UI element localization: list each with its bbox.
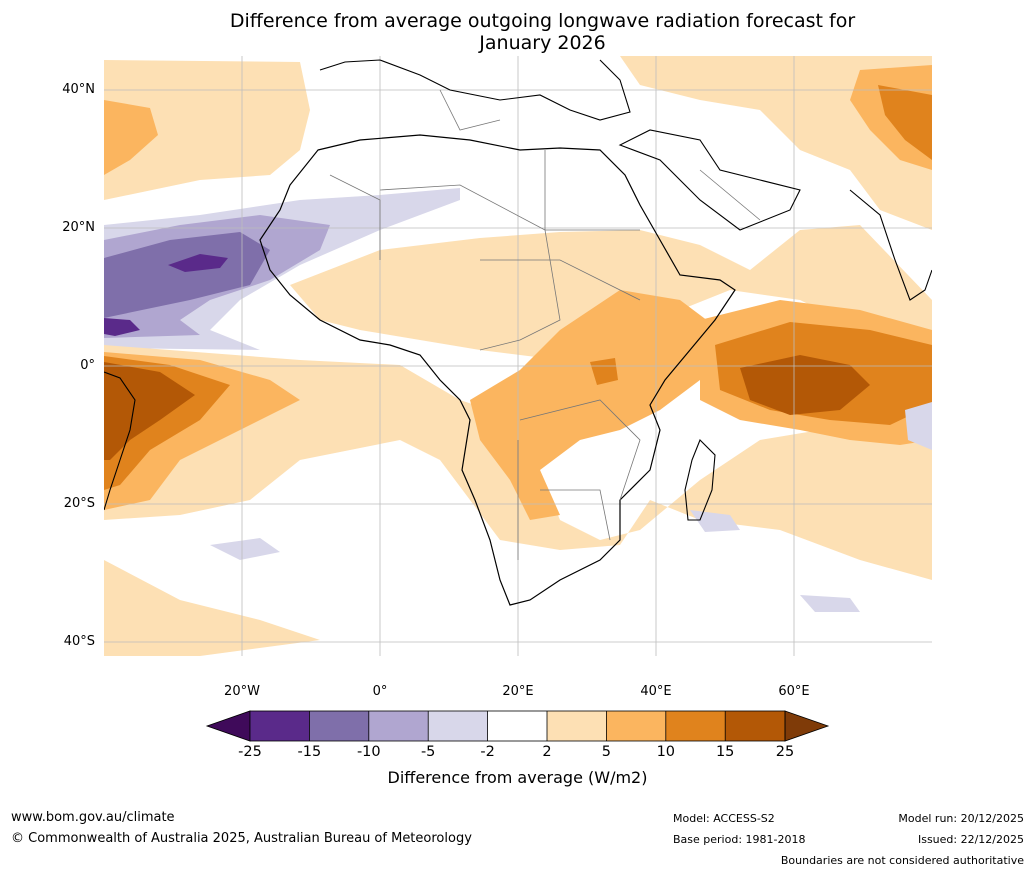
colorbar-tick-label: -5	[420, 744, 436, 760]
map-title-line-2: January 2026	[479, 32, 606, 54]
madagascar-coastline	[684, 439, 716, 521]
colorbar-bin-6	[547, 711, 607, 741]
anomaly-field	[104, 56, 932, 656]
colorbar-tick-label: 10	[656, 744, 676, 760]
lon-label-0: 0°	[372, 684, 388, 699]
lon-label-40e: 40°E	[640, 684, 672, 699]
colorbar-tick-label: -15	[297, 744, 322, 760]
africa-coastline	[259, 134, 736, 606]
map-title: Difference from average outgoing longwav…	[150, 10, 935, 54]
colorbar-tick-label: 15	[715, 744, 735, 760]
anomaly-region-atlantic-core-2	[104, 318, 140, 336]
india-coastline	[849, 189, 932, 301]
colorbar-bin-3	[368, 711, 429, 741]
anomaly-region-indian-ocean-core	[740, 355, 870, 415]
europe-coastline	[319, 59, 631, 121]
anomaly-region-east-indian-ocean-negative	[905, 402, 932, 450]
lat-label-0: 0°	[80, 358, 95, 373]
colorbar-tick-label: -25	[238, 744, 262, 760]
anomaly-region-south-atlantic-lower	[104, 560, 320, 656]
colorbar-tick-label: 25	[775, 744, 795, 760]
colorbar-bin-2	[309, 711, 369, 741]
anomaly-patch-madagascar-negative	[690, 510, 740, 532]
colorbar-bin-8	[665, 711, 726, 741]
footer-base-period: Base period: 1981-2018	[673, 833, 806, 846]
footer-disclaimer: Boundaries are not considered authoritat…	[780, 854, 1024, 867]
anomaly-region-tropical-atlantic-strong	[104, 232, 270, 318]
colorbar	[205, 710, 830, 742]
lat-label-20s: 20°S	[63, 496, 95, 511]
colorbar-extend-high	[784, 710, 830, 742]
footer-issued: Issued: 22/12/2025	[917, 833, 1024, 846]
lon-label-60e: 60°E	[778, 684, 810, 699]
colorbar-bin-4	[428, 711, 488, 741]
footer-model-run: Model run: 20/12/2025	[898, 812, 1024, 825]
colorbar-tick-label: -10	[356, 744, 381, 760]
colorbar-bin-5	[487, 711, 547, 741]
colorbar-title: Difference from average (W/m2)	[387, 768, 648, 787]
anomaly-patch-south-atlantic-negative	[210, 538, 280, 560]
colorbar-bin-7	[606, 711, 666, 741]
anomaly-region-central-africa	[470, 290, 720, 520]
colorbar-bin-9	[725, 711, 785, 741]
lon-label-20w: 20°W	[224, 684, 260, 699]
footer-model: Model: ACCESS-S2	[673, 812, 775, 825]
anomaly-region-brazil-core	[104, 362, 195, 460]
anomaly-region-sahel	[290, 225, 932, 360]
anomaly-region-lake-victoria	[590, 358, 618, 385]
anomaly-patch-south-indian-negative	[800, 595, 860, 612]
lat-label-40s: 40°S	[63, 634, 95, 649]
colorbar-extend-low	[205, 710, 251, 742]
arabia-coastline	[618, 129, 801, 231]
footer-website-link[interactable]: www.bom.gov.au/climate	[11, 810, 175, 825]
anomaly-region-north-atlantic	[104, 60, 310, 200]
anomaly-region-north-atlantic-core	[104, 100, 158, 175]
south-america-coastline	[104, 371, 136, 511]
colorbar-bin-1	[250, 711, 310, 741]
anomaly-region-himalaya-core	[878, 85, 932, 160]
country-borders	[329, 89, 761, 560]
lat-label-20n: 20°N	[62, 220, 95, 235]
lon-label-20e: 20°E	[502, 684, 534, 699]
footer-copyright: © Commonwealth of Australia 2025, Austra…	[11, 831, 472, 846]
anomaly-region-atlantic-core-1	[168, 254, 228, 272]
colorbar-tick-label: 2	[542, 744, 552, 760]
colorbar-tick-label: -2	[480, 744, 495, 760]
map-title-line-1: Difference from average outgoing longwav…	[229, 10, 856, 32]
lat-label-40n: 40°N	[62, 82, 95, 97]
colorbar-tick-label: 5	[601, 744, 611, 760]
